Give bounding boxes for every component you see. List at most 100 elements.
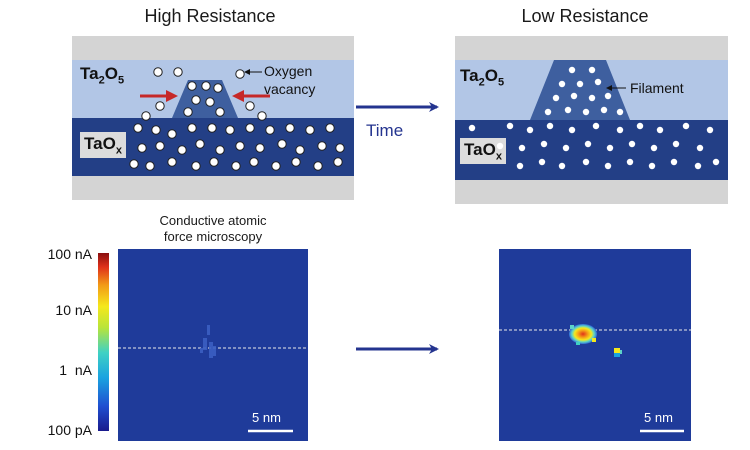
oxygen-vacancy-dot [588,66,596,74]
oxygen-vacancy-pointer-head [244,69,250,75]
filament-pointer-head [606,85,612,91]
oxygen-vacancy-dot [648,162,656,170]
oxygen-vacancy-dot [594,78,602,86]
oxygen-vacancy-dot [496,142,504,150]
oxygen-vacancy-dot [616,108,624,116]
oxygen-vacancy-dot [558,162,566,170]
oxygen-vacancy-dot [145,161,155,171]
oxygen-vacancy-dot [518,144,526,152]
oxygen-vacancy-dot [187,81,197,91]
colorbar-tick-10na: 10 nA [55,302,92,318]
oxygen-vacancy-dot [672,140,680,148]
oxygen-vacancy-dot [592,122,600,130]
colorbar-tick-100pa: 100 pA [47,422,92,438]
oxygen-vacancy-dot [636,122,644,130]
oxygen-vacancy-dot [231,161,241,171]
oxygen-vacancy-dot [313,161,323,171]
oxygen-vacancy-dot [335,143,345,153]
oxygen-vacancy-dot [546,122,554,130]
oxygen-vacancy-dot [129,159,139,169]
oxygen-vacancy-dot [616,126,624,134]
oxygen-vacancy-dot [588,94,596,102]
oxygen-vacancy-dot [325,123,335,133]
oxygen-vacancy-dot [245,101,255,111]
oxygen-vacancy-dot [650,144,658,152]
scale-label-right: 5 nm [644,410,673,425]
oxygen-vacancy-dot [133,123,143,133]
oxygen-vacancy-dot [564,106,572,114]
oxygen-vacancy-dot [291,157,301,167]
taox-label-low: TaOx [464,140,502,163]
oxygen-vacancy-dot [568,66,576,74]
oxygen-vacancy-dot [167,157,177,167]
oxygen-vacancy-dot [540,140,548,148]
oxygen-vacancy-dot [694,162,702,170]
oxygen-vacancy-dot [552,94,560,102]
bottom-electrode [72,176,354,200]
oxygen-vacancy-dot [255,143,265,153]
oxygen-vacancy-dot [207,123,217,133]
oxygen-vacancy-dot [151,125,161,135]
oxygen-vacancy-dot [167,129,177,139]
oxygen-vacancy-dot [245,123,255,133]
taox-label-high: TaOx [84,134,122,157]
oxygen-vacancy-dot [468,124,476,132]
afm-map-low [499,249,691,441]
oxygen-vacancy-dot [562,144,570,152]
oxygen-vacancy-dot [183,107,193,117]
oxygen-vacancy-dot [235,141,245,151]
weak-current-spot [200,325,216,358]
taox-label-box-low [460,138,506,164]
oxygen-vacancy-label: Oxygen vacancy [264,63,316,97]
bottom-electrode [455,180,728,204]
oxygen-vacancy-dot [696,144,704,152]
red-arrowhead-left [166,90,178,102]
oxygen-vacancy-dot [225,125,235,135]
oxygen-vacancy-dot [333,157,343,167]
oxygen-vacancy-dot [187,123,197,133]
conductive-filament [530,60,630,120]
oxygen-vacancy-dot [600,106,608,114]
colorbar [98,253,109,431]
oxygen-vacancy-dot [191,95,201,105]
oxygen-vacancy-dot [506,122,514,130]
oxygen-vacancy-dot [584,140,592,148]
high-resistance-title: High Resistance [144,6,276,26]
oxygen-vacancy-dot [177,145,187,155]
colorbar-tick-1na: 1 nA [59,362,92,378]
oxygen-vacancy-dot [570,92,578,100]
oxygen-vacancy-dot [235,69,245,79]
oxygen-vacancy-dot [265,125,275,135]
filament-hotspot [569,324,597,345]
oxygen-vacancy-dot [195,139,205,149]
oxygen-vacancy-dot [604,92,612,100]
low-resistance-title: Low Resistance [521,6,649,26]
oxygen-vacancy-dot [191,161,201,171]
high-resistance-stack [72,36,354,200]
oxygen-vacancy-dot [215,145,225,155]
oxygen-vacancy-dot [582,108,590,116]
oxygen-vacancy-dot [558,80,566,88]
oxygen-vacancy-dot [682,122,690,130]
top-electrode [72,36,354,60]
low-resistance-stack [455,36,728,204]
oxygen-vacancy-dot [285,123,295,133]
oxygen-vacancy-dot [155,101,165,111]
oxygen-vacancy-dot [249,157,259,167]
oxygen-vacancy-dot [604,162,612,170]
oxygen-vacancy-dot [317,141,327,151]
oxygen-vacancy-dot [576,80,584,88]
ta2o5-label-high: Ta2O5 [80,64,125,87]
oxygen-vacancy-dot [295,145,305,155]
oxygen-vacancy-dot [141,111,151,121]
oxygen-vacancy-dot [670,158,678,166]
oxygen-vacancy-dot [606,144,614,152]
oxygen-vacancy-dot [712,158,720,166]
oxygen-vacancy-dot [656,126,664,134]
afm-map-high [118,249,308,441]
ta2o5-label-low: Ta2O5 [460,66,505,89]
taox-label-box-high [80,132,126,158]
oxygen-vacancy-dot [544,108,552,116]
secondary-hotspot [614,348,622,357]
